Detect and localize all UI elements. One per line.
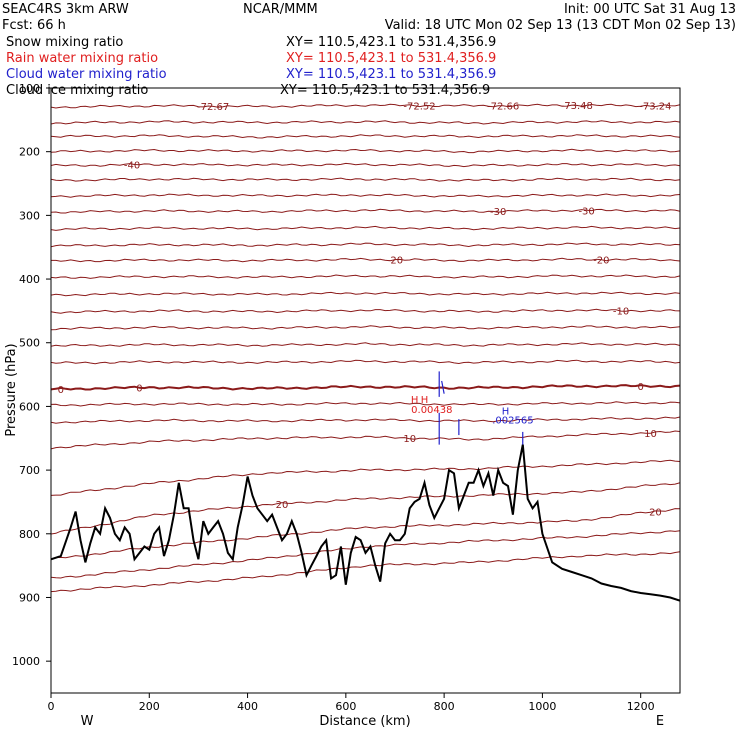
isotherm-label: -73.48 <box>561 101 593 112</box>
isotherm-line <box>51 134 680 139</box>
isotherm-line <box>51 482 680 535</box>
isotherm-label: 0 <box>136 384 142 395</box>
isotherm-label: -72.67 <box>197 102 229 113</box>
isotherm-line <box>51 325 680 331</box>
y-tick-label: 400 <box>19 273 40 286</box>
isotherm-line <box>51 401 680 407</box>
isotherm-line <box>51 162 680 168</box>
terrain-line <box>51 444 680 602</box>
x-tick-label: 0 <box>48 700 55 713</box>
y-tick-label: 900 <box>19 591 40 604</box>
y-tick-label: 200 <box>19 146 40 159</box>
isotherm-line <box>51 291 680 297</box>
isotherm-line <box>51 208 680 214</box>
legend-rain-label: Rain water mixing ratio <box>6 51 158 66</box>
isotherm-label: -73.24 <box>639 102 671 113</box>
isotherm-line <box>51 530 680 579</box>
rain-water-label: H <box>411 395 419 406</box>
y-tick-label: 1000 <box>12 655 40 668</box>
cloud-water-label: H <box>502 407 510 418</box>
isotherm-line <box>51 430 680 450</box>
header-init: Init: 00 UTC Sat 31 Aug 13 <box>564 2 736 17</box>
y-tick-label: 300 <box>19 209 40 222</box>
isotherm-line <box>51 551 680 593</box>
x-axis-label: Distance (km) <box>319 714 410 729</box>
isotherm-line <box>51 257 680 263</box>
isotherm-label: 20 <box>649 507 662 518</box>
y-tick-label: 600 <box>19 400 40 413</box>
isotherm-label: 0 <box>58 385 64 396</box>
x-tick-label: 1200 <box>627 700 655 713</box>
header-forecast: Fcst: 66 h <box>2 18 66 33</box>
isotherm-line <box>51 193 680 198</box>
header-valid: Valid: 18 UTC Mon 02 Sep 13 (13 CDT Mon … <box>385 18 736 33</box>
isotherm-line <box>51 177 680 182</box>
isotherm-line <box>51 242 680 248</box>
legend-cloudwater-label: Cloud water mixing ratio <box>6 67 167 82</box>
isotherm-label: 10 <box>403 434 416 445</box>
rain-water-label: H <box>421 395 429 406</box>
legend-cloudice-xy: XY= 110.5,423.1 to 531.4,356.9 <box>280 83 490 98</box>
y-tick-label: 100 <box>19 82 40 95</box>
x-tick-label: 1000 <box>528 700 556 713</box>
isotherm-line <box>51 359 680 365</box>
legend-snow-xy: XY= 110.5,423.1 to 531.4,356.9 <box>286 35 496 50</box>
y-tick-label: 500 <box>19 337 40 350</box>
isotherm-label: -40 <box>124 161 140 172</box>
x-tick-label: 400 <box>237 700 258 713</box>
header-model: SEAC4RS 3km ARW <box>2 2 129 17</box>
axes: 0 200 400 600 800 1000 12001002003004005006007… <box>12 82 655 713</box>
contour-labels: -72.67 -72.52 -72.66 -73.48 -73.24 -40 -30 -30 -… <box>58 101 672 518</box>
plot-frame <box>50 87 681 694</box>
isotherm-line <box>51 342 680 347</box>
isotherm-line <box>51 459 680 496</box>
isotherm-label: -10 <box>613 307 629 318</box>
isotherm-label: 0 <box>638 382 644 393</box>
isotherm-label: -20 <box>593 255 609 266</box>
isotherm-line <box>51 384 680 391</box>
legend-snow-label: Snow mixing ratio <box>6 35 123 50</box>
cloud-water-contour <box>441 380 445 394</box>
rain-water-label: 0.00438 <box>411 405 452 416</box>
legend-rain-xy: XY= 110.5,423.1 to 531.4,356.9 <box>286 51 496 66</box>
y-tick-label: 800 <box>19 528 40 541</box>
isotherm-line <box>51 416 680 424</box>
isotherm-label: -20 <box>387 256 403 267</box>
plot-area <box>51 103 680 602</box>
isotherm-line <box>51 308 680 314</box>
header-agency: NCAR/MMM <box>243 2 318 17</box>
legend-fields: Snow mixing ratio XY= 110.5,423.1 to 531… <box>6 35 496 98</box>
legend-cloudice-label: Cloud ice mixing ratio <box>6 83 148 98</box>
legend-cloudwater-xy: XY= 110.5,423.1 to 531.4,356.9 <box>286 67 496 82</box>
isotherm-line <box>51 274 680 279</box>
isotherm-line <box>51 225 680 231</box>
isotherm-label: 10 <box>644 429 657 440</box>
isotherm-label: 20 <box>276 500 289 511</box>
x-tick-label: 800 <box>434 700 455 713</box>
isotherm-line <box>51 148 680 154</box>
isotherm-line <box>51 508 680 560</box>
x-end-label-west: W <box>81 714 94 729</box>
y-axis-label: Pressure (hPa) <box>4 343 19 436</box>
isotherm-label: -72.52 <box>403 102 435 113</box>
isotherm-line <box>51 103 680 109</box>
x-tick-label: 200 <box>139 700 160 713</box>
y-tick-label: 700 <box>19 464 40 477</box>
isotherm-label: -30 <box>490 207 506 218</box>
cloud-water-label: .002565 <box>492 416 533 427</box>
isotherm-line <box>51 120 680 125</box>
x-end-label-east: E <box>656 714 664 729</box>
x-tick-label: 600 <box>335 700 356 713</box>
isotherm-label: -72.66 <box>487 102 519 113</box>
isotherm-label: -30 <box>578 206 594 217</box>
